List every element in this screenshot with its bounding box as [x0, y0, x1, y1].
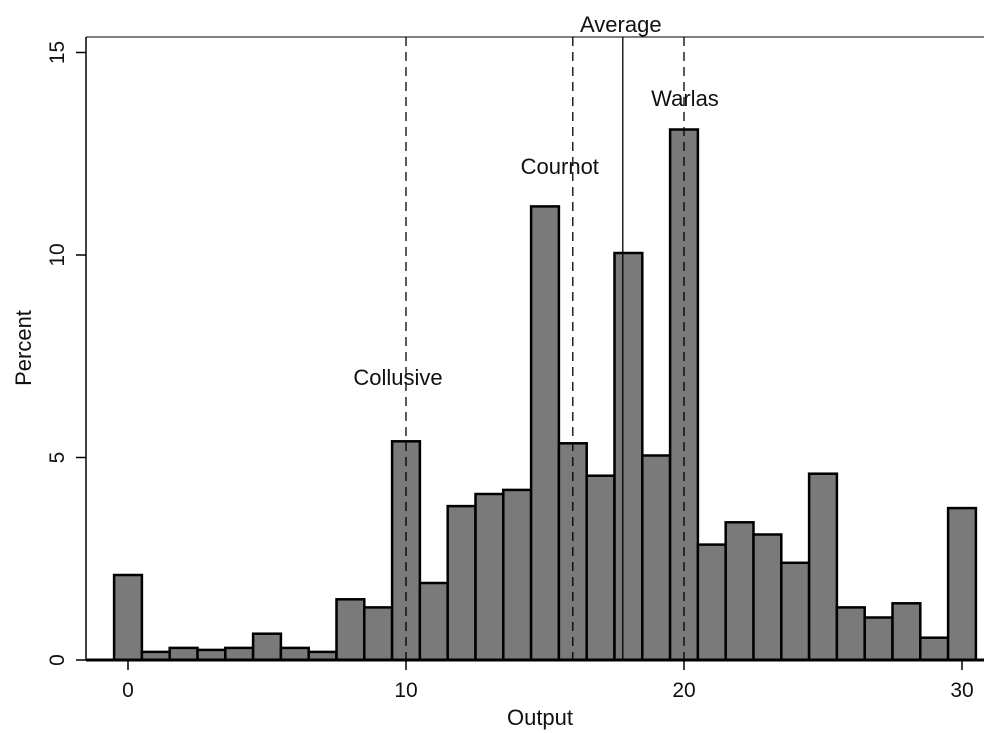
histogram-bar [696, 543, 727, 662]
histogram-bar [835, 606, 866, 662]
histogram-bar [585, 474, 616, 662]
histogram-bar [224, 646, 255, 662]
histogram-bar [752, 533, 783, 662]
histogram-bar [780, 561, 811, 662]
histogram-bar [919, 636, 950, 662]
y-tick-label: 10 [46, 243, 69, 266]
y-axis-title: Percent [11, 310, 36, 386]
reference-line-label: Collusive [353, 365, 442, 390]
histogram-bar [946, 506, 978, 662]
reference-line-label: Warlas [651, 86, 719, 111]
histogram-bar [196, 648, 227, 662]
x-tick-label: 0 [122, 679, 134, 702]
histogram-bar [418, 581, 449, 662]
histogram-bar [863, 616, 894, 662]
y-tick-label: 0 [46, 654, 69, 666]
reference-lines-layer [405, 37, 685, 660]
histogram-bar [251, 632, 283, 662]
histogram-bar [279, 646, 310, 662]
x-tick-label: 30 [950, 679, 973, 702]
histogram-bar [446, 504, 477, 662]
histogram-bar [502, 488, 533, 662]
plot-frame [85, 36, 984, 662]
y-tick-label: 5 [46, 452, 69, 464]
reference-line-label: Average [580, 12, 662, 37]
histogram-bar [474, 492, 505, 662]
histogram-bar [807, 472, 839, 662]
y-tick-label: 15 [46, 41, 69, 64]
histogram-bar [363, 606, 394, 662]
histogram-bar [529, 205, 561, 662]
histogram-bar [112, 573, 144, 662]
x-ticks: 0 10 20 30 [122, 660, 974, 702]
annotation-labels: Collusive Cournot Average Warlas [353, 12, 718, 390]
histogram-bar [335, 598, 366, 662]
x-tick-label: 20 [672, 679, 695, 702]
reference-line-label: Cournot [521, 154, 599, 179]
histogram-bar [641, 454, 672, 662]
x-tick-label: 10 [394, 679, 417, 702]
x-axis-title: Output [507, 705, 573, 730]
histogram-bar [724, 521, 755, 662]
y-ticks: 0 5 10 15 [46, 41, 86, 666]
histogram-bar [891, 602, 922, 662]
bars-layer [112, 128, 978, 662]
histogram-bar [168, 646, 199, 662]
histogram-bar [613, 251, 644, 662]
